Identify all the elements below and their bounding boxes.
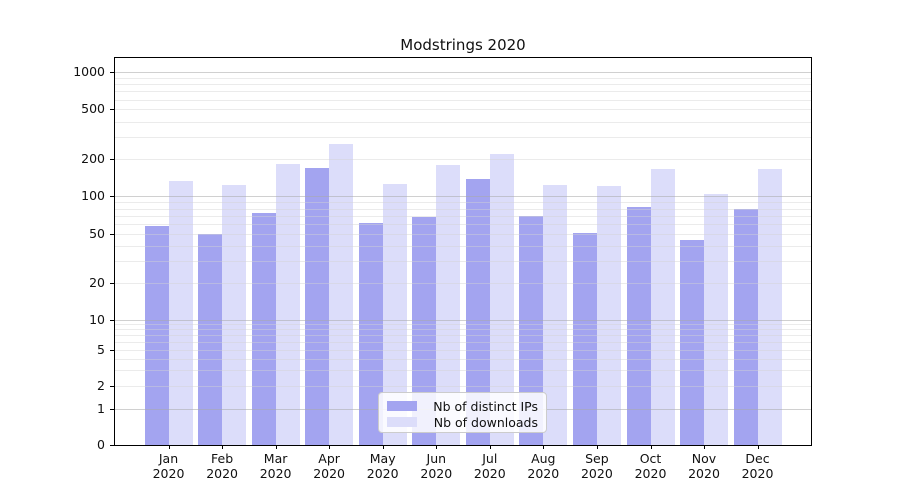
x-tick-label-jan: Jan 2020 xyxy=(152,451,185,481)
x-tick-label-aug: Aug 2020 xyxy=(527,451,560,481)
y-tick-label-1000: 1000 xyxy=(73,64,105,79)
gridline-major-100 xyxy=(115,196,811,198)
bar-distinct-ips-dec xyxy=(733,208,758,445)
x-tick-label-apr: Apr 2020 xyxy=(313,451,345,481)
gridline-minor-30 xyxy=(115,261,811,263)
bar-distinct-ips-sep xyxy=(572,232,597,445)
x-tick-mark-dec xyxy=(757,445,759,449)
x-tick-label-sep: Sep 2020 xyxy=(580,451,613,481)
x-tick-label-dec: Dec 2020 xyxy=(741,451,774,481)
gridline-minor-3 xyxy=(115,370,811,372)
gridline-major-1000 xyxy=(115,72,811,73)
x-tick-mark-may xyxy=(382,445,384,449)
bar-distinct-ips-jan xyxy=(144,225,169,445)
y-tick-mark-1000 xyxy=(110,72,114,73)
y-tick-mark-10 xyxy=(110,319,114,321)
y-tick-label-50: 50 xyxy=(89,226,105,241)
x-tick-mark-aug xyxy=(543,445,545,449)
bar-downloads-dec xyxy=(757,169,782,445)
gridline-minor-5 xyxy=(115,350,811,352)
x-tick-label-jul: Jul 2020 xyxy=(473,451,506,481)
gridline-minor-8 xyxy=(115,329,811,331)
x-tick-mark-nov xyxy=(704,445,705,449)
legend-label-distinct-ips: Nb of distinct IPs xyxy=(433,398,538,414)
bar-downloads-oct xyxy=(650,169,675,445)
gridline-minor-60 xyxy=(115,224,811,226)
bar-distinct-ips-nov xyxy=(680,239,704,445)
gridline-minor-20 xyxy=(115,282,811,284)
bar-downloads-mar xyxy=(275,164,300,445)
gridline-minor-7 xyxy=(115,335,811,337)
x-tick-mark-mar xyxy=(275,445,277,449)
bar-downloads-jan xyxy=(168,180,193,445)
y-tick-mark-0 xyxy=(110,445,114,446)
gridline-minor-50 xyxy=(115,234,811,235)
y-tick-label-100: 100 xyxy=(81,188,105,204)
legend: Nb of distinct IPs Nb of downloads xyxy=(378,392,547,433)
y-tick-mark-500 xyxy=(110,109,114,111)
x-tick-mark-oct xyxy=(650,445,652,449)
x-tick-mark-jul xyxy=(489,445,491,449)
bar-downloads-aug xyxy=(543,184,568,445)
x-tick-mark-sep xyxy=(596,445,598,449)
bar-distinct-ips-feb xyxy=(198,234,222,445)
bar-downloads-apr xyxy=(329,143,354,445)
x-tick-mark-jun xyxy=(436,445,438,449)
x-tick-label-mar: Mar 2020 xyxy=(259,451,292,481)
y-tick-label-5: 5 xyxy=(97,342,105,358)
y-tick-label-200: 200 xyxy=(81,151,105,166)
gridline-major-10 xyxy=(115,319,811,321)
legend-swatch-distinct-ips xyxy=(387,401,417,411)
gridline-minor-80 xyxy=(115,208,811,210)
gridline-minor-400 xyxy=(115,121,811,123)
gridline-minor-900 xyxy=(115,77,811,79)
x-tick-label-jun: Jun 2020 xyxy=(420,451,453,481)
y-tick-mark-50 xyxy=(110,234,114,235)
bar-downloads-sep xyxy=(596,185,621,445)
y-tick-mark-1 xyxy=(110,408,114,410)
x-tick-mark-apr xyxy=(329,445,331,449)
y-tick-label-2: 2 xyxy=(97,378,105,394)
legend-swatch-downloads xyxy=(387,417,417,427)
legend-entry-downloads: Nb of downloads xyxy=(387,414,538,430)
bar-downloads-feb xyxy=(222,185,246,445)
y-tick-label-10: 10 xyxy=(89,311,105,327)
bar-distinct-ips-oct xyxy=(626,207,651,445)
gridline-minor-700 xyxy=(115,91,811,93)
gridline-minor-800 xyxy=(115,84,811,86)
gridline-minor-2 xyxy=(115,386,811,388)
y-tick-label-1: 1 xyxy=(97,400,105,416)
y-tick-label-0: 0 xyxy=(97,437,105,452)
x-tick-mark-jan xyxy=(168,445,170,449)
y-tick-label-20: 20 xyxy=(89,274,105,290)
y-tick-mark-200 xyxy=(110,159,114,160)
gridline-minor-40 xyxy=(115,245,811,247)
gridline-minor-600 xyxy=(115,99,811,101)
y-tick-mark-20 xyxy=(110,282,114,284)
gridline-minor-200 xyxy=(115,159,811,160)
y-tick-mark-2 xyxy=(110,386,114,388)
x-tick-label-oct: Oct 2020 xyxy=(634,451,667,481)
y-tick-mark-5 xyxy=(110,350,114,352)
bar-distinct-ips-mar xyxy=(251,212,276,445)
gridline-minor-90 xyxy=(115,202,811,204)
y-tick-mark-100 xyxy=(110,196,114,198)
chart-title: Modstrings 2020 xyxy=(400,36,526,54)
gridline-minor-4 xyxy=(115,359,811,360)
gridline-minor-300 xyxy=(115,137,811,139)
legend-entry-distinct-ips: Nb of distinct IPs xyxy=(387,398,538,414)
x-tick-mark-feb xyxy=(222,445,224,449)
gridline-minor-500 xyxy=(115,109,811,111)
legend-label-downloads: Nb of downloads xyxy=(433,414,538,430)
x-tick-label-nov: Nov 2020 xyxy=(688,451,720,481)
x-tick-label-may: May 2020 xyxy=(366,451,399,481)
gridline-minor-9 xyxy=(115,324,811,326)
bar-distinct-ips-apr xyxy=(305,168,330,445)
x-tick-label-feb: Feb 2020 xyxy=(206,451,238,481)
gridline-minor-6 xyxy=(115,342,811,344)
y-tick-label-500: 500 xyxy=(81,101,105,117)
plot-area: Nb of distinct IPs Nb of downloads xyxy=(114,57,812,446)
gridline-minor-70 xyxy=(115,215,811,217)
